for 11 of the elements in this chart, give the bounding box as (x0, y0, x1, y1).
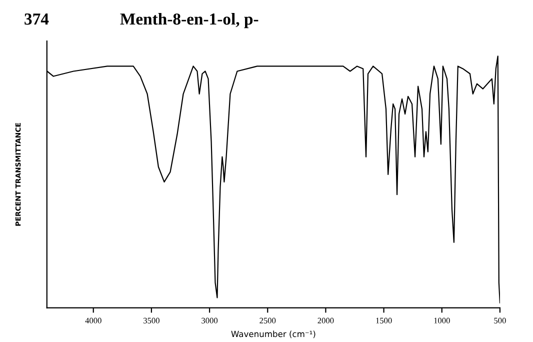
x-tick-label: 3500 (144, 318, 160, 324)
x-tick-label: 1500 (376, 318, 392, 324)
x-tick-label: 500 (494, 318, 506, 324)
x-axis-title: Wavenumber (cm⁻¹) (231, 330, 316, 338)
x-tick-label: 4000 (85, 318, 102, 324)
x-tick-label: 3000 (202, 318, 218, 324)
text: 374 (24, 13, 49, 25)
chart-title: Menth-8-en-1-ol, p- (120, 12, 258, 28)
x-tick-label: 2000 (318, 318, 334, 324)
x-tick-label: 1000 (434, 318, 450, 324)
x-tick-label: 2500 (260, 318, 276, 324)
